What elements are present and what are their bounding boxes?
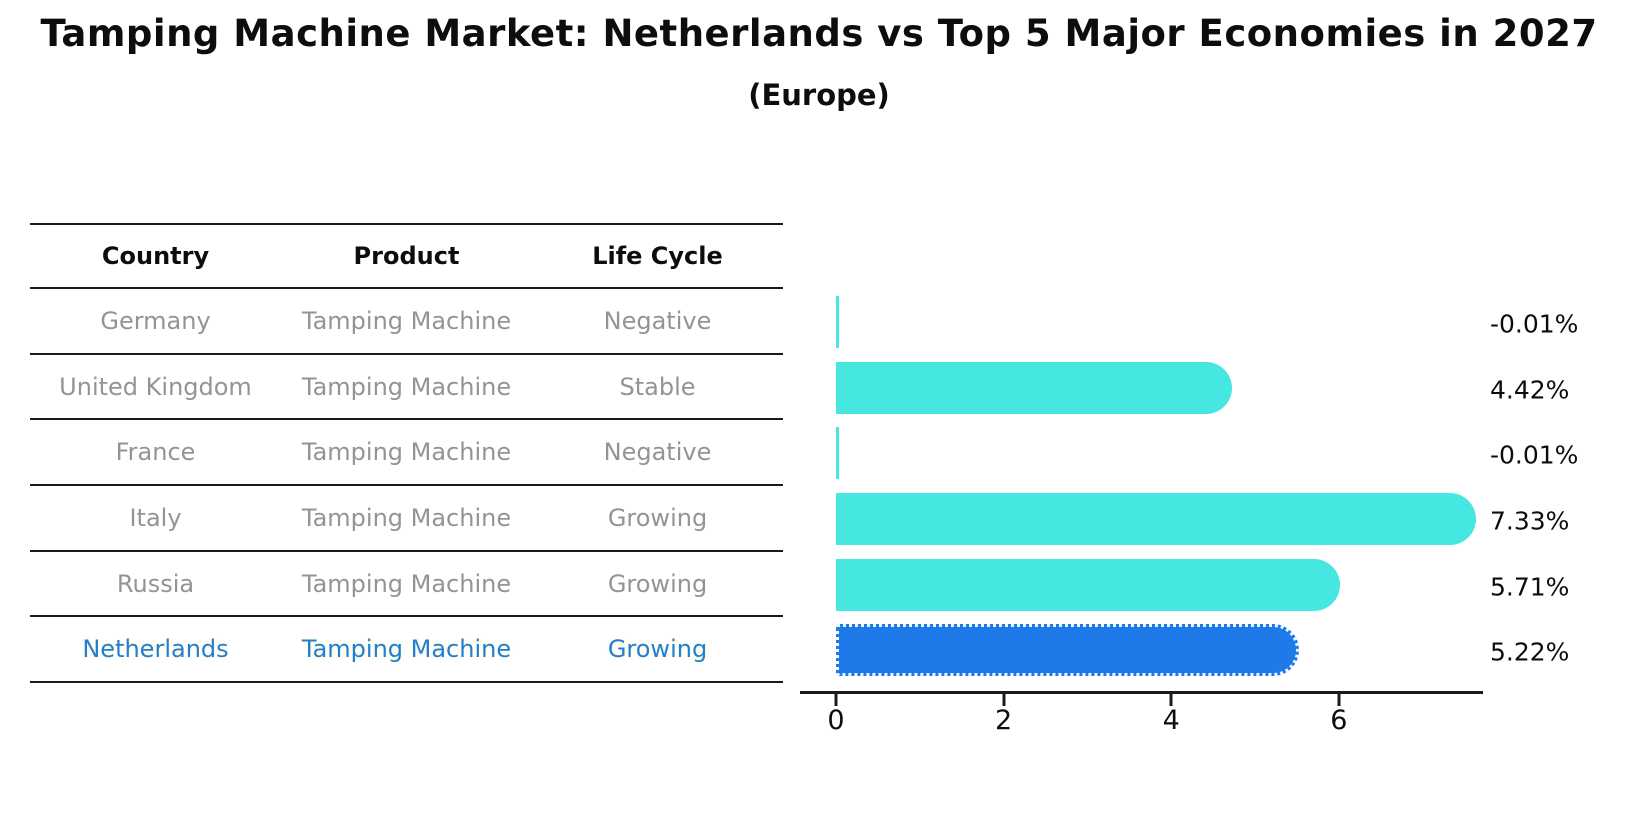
x-axis-line (800, 691, 1483, 694)
x-axis-tick-label: 4 (1162, 705, 1180, 736)
x-axis-tick (1002, 693, 1006, 706)
product-cell: Tamping Machine (301, 438, 512, 467)
table-row: France Tamping Machine Negative (30, 420, 783, 487)
lifecycle-cell: Stable (619, 372, 696, 401)
country-cell: France (115, 438, 196, 467)
lifecycle-cell: Growing (607, 503, 708, 532)
value-label: 5.71% (1490, 572, 1570, 602)
country-cell: Italy (129, 503, 182, 532)
product-cell: Tamping Machine (301, 635, 512, 664)
country-cell: Netherlands (82, 635, 229, 664)
bar (836, 361, 1233, 414)
lifecycle-cell: Growing (607, 635, 708, 664)
table-row: Russia Tamping Machine Growing (30, 552, 783, 618)
table-row: Netherlands Tamping Machine Growing (30, 617, 783, 684)
lifecycle-cell: Negative (603, 438, 712, 467)
column-header-lifecycle: Life Cycle (592, 242, 723, 270)
bar (836, 427, 839, 480)
product-cell: Tamping Machine (301, 503, 512, 532)
table-row: Germany Tamping Machine Negative (30, 289, 783, 355)
value-label: -0.01% (1490, 440, 1579, 470)
page-title: Tamping Machine Market: Netherlands vs T… (40, 12, 1598, 55)
table-row: United Kingdom Tamping Machine Stable (30, 355, 783, 421)
x-axis-tick (834, 693, 838, 706)
x-axis-tick (1337, 693, 1341, 706)
lifecycle-cell: Growing (607, 569, 708, 598)
lifecycle-cell: Negative (603, 306, 712, 335)
country-cell: Germany (100, 306, 211, 335)
product-cell: Tamping Machine (301, 306, 512, 335)
x-axis-tick (1169, 693, 1173, 706)
value-label: 5.22% (1490, 637, 1570, 667)
value-label: 7.33% (1490, 506, 1570, 536)
country-cell: Russia (116, 569, 195, 598)
column-header-product: Product (353, 242, 460, 270)
country-table: Country Product Life Cycle Germany Tampi… (30, 223, 783, 684)
x-axis-tick-label: 6 (1330, 705, 1348, 736)
x-axis-tick-label: 0 (827, 705, 845, 736)
value-label: 4.42% (1490, 375, 1570, 404)
bar (836, 492, 1477, 545)
table-row: Italy Tamping Machine Growing (30, 486, 783, 552)
table-body: Germany Tamping Machine Negative United … (30, 289, 783, 684)
column-header-country: Country (101, 242, 210, 270)
x-axis-tick-label: 2 (995, 705, 1013, 736)
bar (836, 624, 1300, 677)
value-label: -0.01% (1490, 309, 1579, 339)
bar (836, 295, 839, 348)
bar (836, 558, 1341, 611)
product-cell: Tamping Machine (301, 569, 512, 598)
product-cell: Tamping Machine (301, 372, 512, 401)
country-cell: United Kingdom (59, 372, 252, 401)
page-subtitle: (Europe) (748, 78, 890, 112)
table-header-row: Country Product Life Cycle (30, 223, 783, 289)
